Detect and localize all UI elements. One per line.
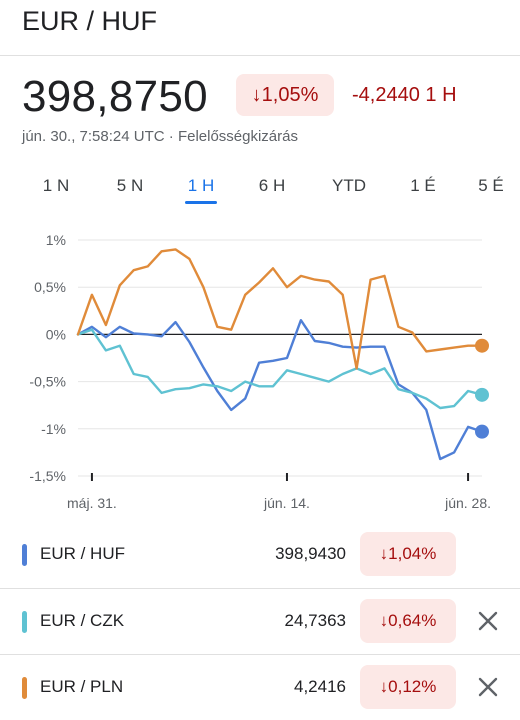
series-endpoint <box>475 424 489 439</box>
legend-change-badge: ↓0,12% <box>360 665 456 709</box>
y-tick-label: -1% <box>41 421 66 437</box>
y-tick-label: 0,5% <box>34 279 66 295</box>
y-tick-label: 0% <box>46 326 66 342</box>
range-tabs: 1 N 5 N 1 H 6 H YTD 1 É 5 É <box>0 172 520 206</box>
current-price: 398,8750 <box>22 72 208 121</box>
quote-meta: jún. 30., 7:58:24 UTC · Felelősségkizárá… <box>22 128 298 145</box>
tab-6h[interactable]: 6 H <box>258 176 286 195</box>
legend-pair: EUR / HUF <box>40 544 125 563</box>
legend-row-pln[interactable]: EUR / PLN 4,2416 ↓0,12% <box>0 654 520 720</box>
series-line-eurpln <box>76 248 484 370</box>
tab-ytd[interactable]: YTD <box>332 176 366 195</box>
close-icon[interactable] <box>475 674 501 700</box>
y-tick-label: -1,5% <box>29 468 66 484</box>
x-tick-label: máj. 31. <box>67 495 117 511</box>
series-color-dot <box>22 611 27 633</box>
series-endpoint <box>475 387 489 402</box>
series-color-dot <box>22 677 27 699</box>
legend-change-badge: ↓0,64% <box>360 599 456 643</box>
series-color-dot <box>22 544 27 566</box>
chart-svg: 1% 0,5% 0% -0,5% -1% -1,5%máj. 31. jún. 14. jún… <box>29 232 491 511</box>
timestamp: jún. 30., 7:58:24 UTC <box>22 128 165 145</box>
tab-1h[interactable]: 1 H <box>185 172 217 204</box>
absolute-change: -4,2440 1 H <box>352 84 457 106</box>
app-header: EUR / HUF <box>0 0 520 56</box>
legend-row-huf[interactable]: EUR / HUF 398,9430 ↓1,04% <box>0 522 520 588</box>
tab-5e[interactable]: 5 É <box>478 176 504 195</box>
series-endpoint <box>475 338 489 353</box>
x-tick-label: jún. 28. <box>444 495 491 511</box>
y-tick-label: -0,5% <box>29 374 66 390</box>
disclaimer-link[interactable]: Felelősségkizárás <box>177 128 298 145</box>
close-icon[interactable] <box>475 608 501 634</box>
tab-5n[interactable]: 5 N <box>116 176 144 195</box>
legend-pair: EUR / PLN <box>40 677 124 696</box>
legend-value: 4,2416 <box>294 677 346 696</box>
legend-value: 398,9430 <box>275 544 346 563</box>
series-line-eurczk <box>76 328 484 410</box>
percent-change-badge: ↓1,05% <box>236 74 334 116</box>
y-tick-label: 1% <box>46 232 66 248</box>
x-tick-label: jún. 14. <box>263 495 310 511</box>
quote-summary: 398,8750 ↓1,05% -4,2440 1 H <box>22 72 502 122</box>
legend-pair: EUR / CZK <box>40 611 125 630</box>
tab-1e[interactable]: 1 É <box>410 176 436 195</box>
page-title: EUR / HUF <box>22 6 157 36</box>
price-chart: 1% 0,5% 0% -0,5% -1% -1,5% máj. 31. jún. 14. jún… <box>0 226 520 516</box>
series-line-eurhuf <box>76 318 484 461</box>
tab-1n[interactable]: 1 N <box>42 176 70 195</box>
legend-value: 24,7363 <box>284 611 346 630</box>
legend-row-czk[interactable]: EUR / CZK 24,7363 ↓0,64% <box>0 588 520 654</box>
separator: · <box>168 128 174 145</box>
legend-change-badge: ↓1,04% <box>360 532 456 576</box>
